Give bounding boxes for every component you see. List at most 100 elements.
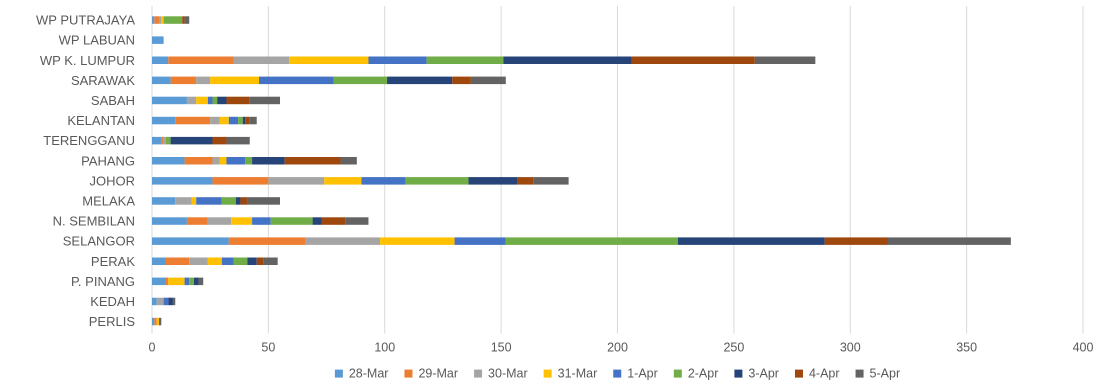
bar-segment	[824, 237, 888, 245]
bar-segment	[226, 96, 250, 105]
bar-segment	[226, 157, 246, 165]
bar-segment	[184, 277, 190, 286]
bar-segment	[165, 136, 171, 145]
bar-segment	[231, 217, 253, 225]
bar-segment	[361, 177, 406, 185]
bar-segment	[678, 237, 825, 245]
bar-segment	[321, 217, 346, 225]
bar-segment	[196, 76, 211, 85]
bar-segment	[210, 116, 220, 125]
x-tick-label: 200	[607, 341, 628, 355]
bar-segment	[152, 237, 229, 245]
x-tick-label: 250	[723, 341, 744, 355]
bar-segment	[268, 177, 325, 185]
bar-segment	[219, 116, 229, 125]
bar-segment	[161, 16, 164, 24]
legend-swatch	[855, 369, 864, 378]
bar-segment	[186, 217, 208, 225]
bar-segment	[152, 116, 176, 125]
bar-segment	[226, 136, 250, 145]
category-labels: WP PUTRAJAYA WP LABUAN WP K. LUMPUR SARAWAK…	[36, 13, 135, 329]
bar-segment	[152, 56, 169, 64]
category-label: TERENGGANU	[43, 133, 135, 148]
bar-segment	[256, 257, 264, 265]
x-tick-label: 0	[149, 341, 156, 355]
bar-segment	[186, 96, 197, 105]
category-label: SELANGOR	[63, 234, 135, 249]
bar-segment	[170, 76, 197, 85]
bar-segment	[221, 197, 236, 205]
category-label: SABAH	[91, 93, 135, 108]
bar-segment	[233, 56, 290, 64]
bar-segment	[228, 237, 306, 245]
bar-segment	[170, 136, 213, 145]
legend-label: 5-Apr	[870, 367, 901, 381]
bar-segment	[184, 16, 190, 24]
legend-swatch	[794, 369, 803, 378]
category-label: SARAWAK	[71, 73, 135, 88]
bar-segment	[380, 237, 455, 245]
category-label: WP LABUAN	[59, 33, 135, 48]
legend-swatch	[673, 369, 682, 378]
bar-segment	[156, 297, 164, 306]
bar-segment	[263, 257, 278, 265]
legend-label: 28-Mar	[349, 367, 389, 381]
bar-segment	[154, 317, 157, 326]
bar-segment	[152, 297, 157, 306]
legend-label: 2-Apr	[688, 367, 719, 381]
bar-segment	[368, 56, 427, 64]
category-label: KEDAH	[90, 294, 135, 309]
bar-segment	[212, 136, 227, 145]
bar-segment	[284, 157, 341, 165]
bar-segment	[152, 197, 176, 205]
bar-segment	[152, 277, 166, 286]
bar-segment	[228, 116, 239, 125]
bar-segment	[221, 257, 234, 265]
bar-segment	[754, 56, 816, 64]
bar-segment	[270, 217, 313, 225]
legend-item: 4-Apr	[794, 367, 840, 381]
bar-segment	[154, 16, 159, 24]
legend-swatch	[404, 369, 413, 378]
bar-segment	[238, 116, 243, 125]
bar-segment	[152, 36, 164, 44]
legend-label: 30-Mar	[488, 367, 528, 381]
legend-item: 31-Mar	[543, 367, 597, 381]
bar-segment	[387, 76, 453, 85]
bar-segment	[152, 76, 171, 85]
bar-segment	[305, 237, 381, 245]
x-tick-label: 300	[840, 341, 861, 355]
bar-segment	[533, 177, 569, 185]
legend-item: 1-Apr	[613, 367, 658, 381]
bar-segment	[163, 136, 166, 145]
legend-label: 4-Apr	[809, 367, 840, 381]
legend-item: 5-Apr	[855, 367, 901, 381]
bar-segment	[152, 16, 155, 24]
x-tick-label: 50	[261, 341, 275, 355]
bar-segment	[247, 197, 281, 205]
bar-segment	[242, 116, 246, 125]
bar-segment	[152, 257, 166, 265]
x-tick-label: 350	[956, 341, 977, 355]
bar-segment	[161, 136, 164, 145]
bar-segment	[259, 76, 334, 85]
bar-segment	[252, 157, 285, 165]
x-tick-label: 100	[374, 341, 395, 355]
bar-segment	[196, 197, 222, 205]
category-label: KELANTAN	[67, 113, 135, 128]
bar-segment	[152, 136, 162, 145]
category-label: N. SEMBILAN	[53, 214, 135, 229]
legend-label: 3-Apr	[748, 367, 779, 381]
bar-segment	[426, 56, 504, 64]
bar-segment	[198, 277, 204, 286]
bar-segment	[247, 257, 257, 265]
bar-segment	[207, 96, 213, 105]
bar-segment	[189, 257, 208, 265]
category-label: PERAK	[91, 254, 135, 269]
bar-segment	[168, 56, 234, 64]
x-tick-label: 400	[1073, 341, 1094, 355]
bar-segment	[165, 277, 169, 286]
bar-segment	[340, 157, 357, 165]
legend-swatch	[734, 369, 743, 378]
category-label: WP PUTRAJAYA	[36, 13, 135, 28]
